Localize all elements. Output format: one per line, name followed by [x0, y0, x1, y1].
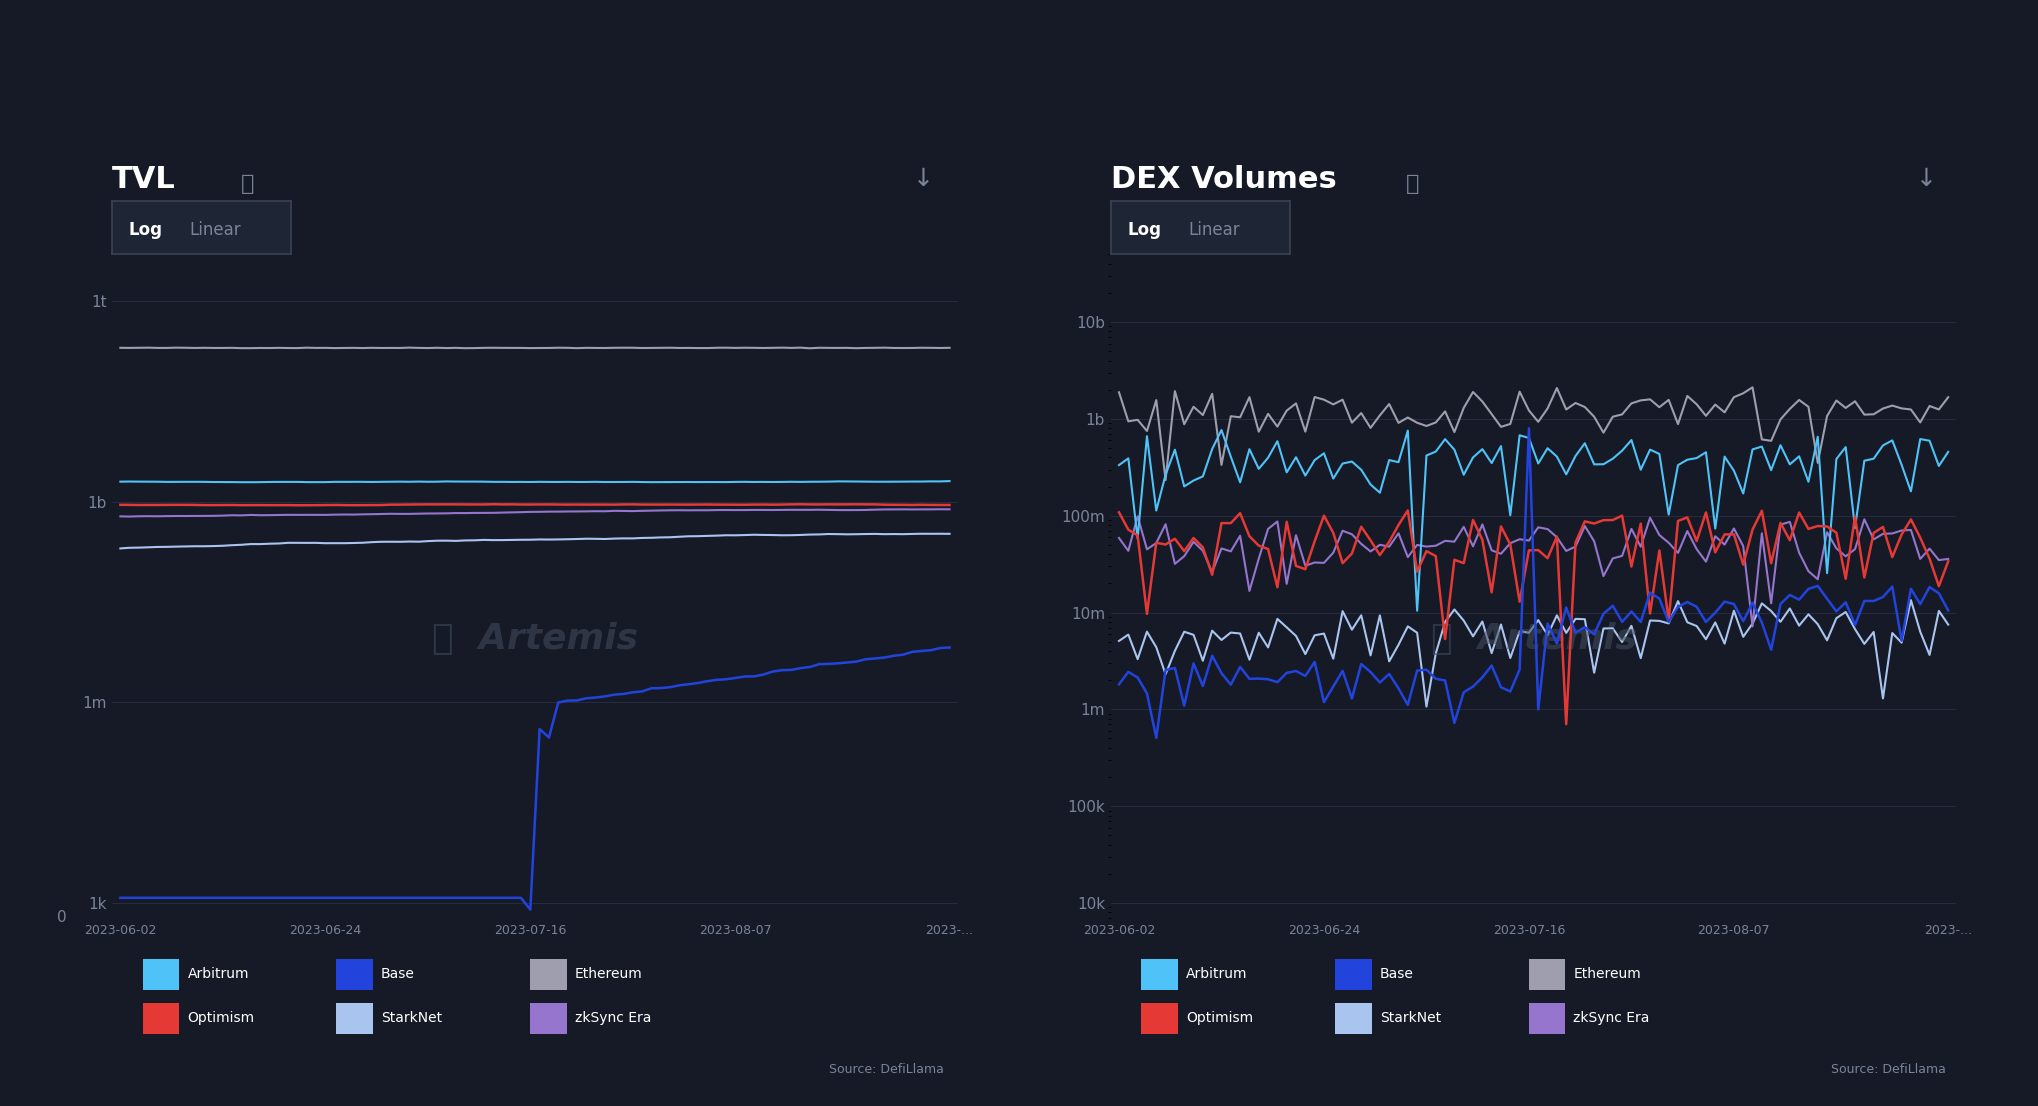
- Text: DEX Volumes: DEX Volumes: [1111, 165, 1337, 194]
- Text: ⓗ  Artemis: ⓗ Artemis: [432, 623, 638, 656]
- Text: Optimism: Optimism: [1186, 1011, 1253, 1025]
- Text: Arbitrum: Arbitrum: [1186, 967, 1247, 981]
- Text: Ethereum: Ethereum: [575, 967, 642, 981]
- Text: ↓: ↓: [913, 167, 933, 191]
- Text: Log: Log: [1127, 221, 1162, 239]
- Text: Ethereum: Ethereum: [1573, 967, 1641, 981]
- Text: Base: Base: [1380, 967, 1414, 981]
- Text: TVL: TVL: [112, 165, 175, 194]
- Text: Linear: Linear: [1188, 221, 1239, 239]
- Text: Source: DefiLlama: Source: DefiLlama: [1832, 1063, 1946, 1076]
- Text: ↓: ↓: [1916, 167, 1936, 191]
- Text: zkSync Era: zkSync Era: [575, 1011, 650, 1025]
- Text: ⓘ: ⓘ: [240, 174, 255, 194]
- Text: Linear: Linear: [190, 221, 240, 239]
- Text: ⓘ: ⓘ: [1406, 174, 1420, 194]
- Text: Base: Base: [381, 967, 416, 981]
- Text: Arbitrum: Arbitrum: [187, 967, 249, 981]
- Text: 0: 0: [57, 910, 67, 926]
- Text: Source: DefiLlama: Source: DefiLlama: [829, 1063, 944, 1076]
- Text: Optimism: Optimism: [187, 1011, 255, 1025]
- Text: StarkNet: StarkNet: [1380, 1011, 1441, 1025]
- Text: ⓗ  Artemis: ⓗ Artemis: [1431, 623, 1637, 656]
- Text: Log: Log: [128, 221, 163, 239]
- Text: zkSync Era: zkSync Era: [1573, 1011, 1649, 1025]
- Text: StarkNet: StarkNet: [381, 1011, 442, 1025]
